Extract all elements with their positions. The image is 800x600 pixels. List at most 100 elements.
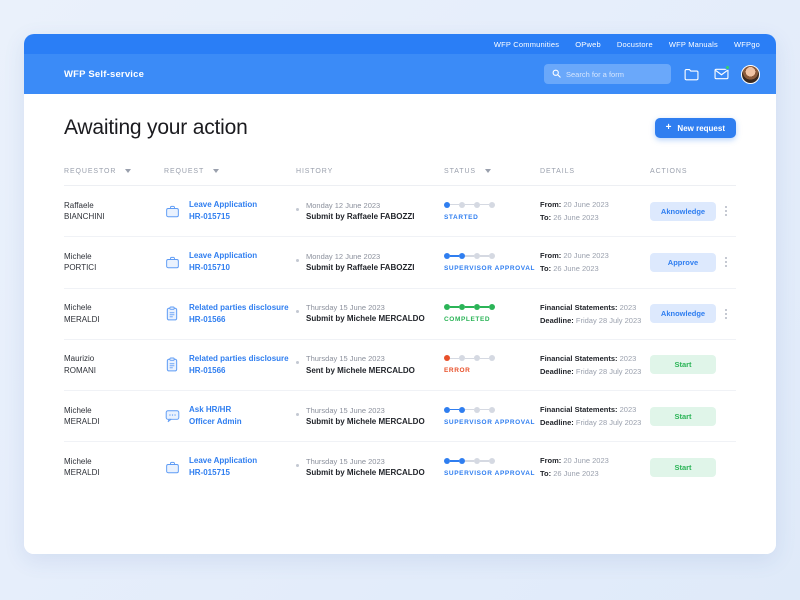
- table-row[interactable]: Raffaele BIANCHINI Leave Application HR-015…: [64, 185, 736, 238]
- utility-nav-link[interactable]: OPweb: [575, 39, 601, 49]
- request-link-group: Related parties disclosure HR-01566: [189, 353, 289, 377]
- row-action-button[interactable]: Start: [650, 406, 716, 426]
- row-menu-icon[interactable]: [721, 206, 731, 217]
- cell-request: Ask HR/HR Officer Admin: [164, 390, 296, 443]
- row-action-button[interactable]: Aknowledge: [650, 304, 716, 324]
- history-text: Thursday 15 June 2023 Submit by Michele M…: [306, 405, 425, 428]
- requestor-name: Michele MERALDI: [64, 302, 164, 325]
- column-label: ACTIONS: [650, 168, 688, 175]
- column-header-status[interactable]: STATUS: [444, 160, 540, 186]
- status-step-dot: [474, 252, 480, 259]
- request-title-link[interactable]: Leave Application: [189, 200, 258, 210]
- detail-value: 26 June 2023: [553, 469, 599, 479]
- cell-requestor: Michele MERALDI: [64, 288, 164, 340]
- cell-history: Thursday 15 June 2023 Submit by Michele M…: [296, 390, 444, 443]
- requestor-first-name: Maurizio: [64, 354, 95, 364]
- chevron-down-icon[interactable]: [484, 169, 491, 174]
- status-badge: STARTED: [444, 213, 479, 221]
- table-row[interactable]: Michele MERALDI Ask HR/HR Officer Admin Thur…: [64, 390, 736, 443]
- status-step-connector: [450, 255, 459, 257]
- row-action-button[interactable]: Aknowledge: [650, 201, 716, 221]
- status-step-dot: [489, 252, 495, 259]
- history-actor: Submit by Michele MERCALDO: [306, 468, 425, 477]
- chevron-down-icon[interactable]: [212, 169, 219, 174]
- status-step-connector: [450, 460, 459, 462]
- status-step-connector: [465, 357, 474, 360]
- requestor-last-name: MERALDI: [64, 468, 100, 478]
- detail-value: 26 June 2023: [553, 264, 599, 274]
- requestor-first-name: Michele: [64, 405, 92, 415]
- status-step-connector: [480, 357, 489, 360]
- cell-details: Financial Statements: 2023 Deadline: Frid…: [540, 288, 650, 340]
- request-title-link[interactable]: Leave Application: [189, 456, 258, 466]
- history-actor: Sent by Michele MERCALDO: [306, 365, 415, 375]
- detail-value: 2023: [619, 405, 637, 414]
- chevron-down-icon[interactable]: [125, 169, 132, 174]
- detail-label: To:: [540, 213, 552, 223]
- utility-nav-link[interactable]: Docustore: [616, 39, 653, 49]
- table-header-row: REQUESTOR REQUEST HISTORY STATUS: [64, 160, 736, 186]
- request-id-link[interactable]: Officer Admin: [189, 417, 242, 427]
- row-menu-icon[interactable]: [721, 308, 731, 319]
- row-action-button[interactable]: Start: [650, 355, 716, 375]
- request-id-link[interactable]: HR-01566: [189, 365, 226, 375]
- cell-history: Thursday 15 June 2023 Submit by Michele M…: [296, 288, 444, 340]
- column-header-request[interactable]: REQUEST: [164, 160, 296, 186]
- request-id-link[interactable]: HR-01566: [189, 314, 226, 324]
- requestor-name: Raffaele BIANCHINI: [64, 200, 164, 223]
- requestor-name: Michele MERALDI: [64, 405, 164, 428]
- status-step-dot: [474, 201, 480, 208]
- search-placeholder: Search for a form: [566, 69, 624, 79]
- table-row[interactable]: Michele MERALDI Related parties disclosure…: [64, 288, 736, 340]
- row-action-button[interactable]: Start: [650, 457, 716, 477]
- cell-actions: Start: [650, 442, 736, 493]
- request-id-link[interactable]: HR-015715: [189, 212, 230, 222]
- history-bullet-icon: [296, 207, 299, 211]
- cell-actions: Aknowledge: [650, 288, 736, 340]
- request-title-link[interactable]: Ask HR/HR: [189, 405, 232, 415]
- status-step-dot: [459, 406, 465, 413]
- history-text: Monday 12 June 2023 Submit by Raffaele FA…: [306, 200, 414, 223]
- request-id-link[interactable]: HR-015715: [189, 468, 230, 478]
- detail-value: 2023: [619, 302, 637, 312]
- new-request-button[interactable]: + New request: [654, 118, 736, 138]
- status-steps: [444, 406, 540, 413]
- status-step-dot: [489, 355, 495, 362]
- history-bullet-icon: [296, 412, 299, 416]
- table-row[interactable]: Michele MERALDI Leave Application HR-015715…: [64, 442, 736, 493]
- status-step-dot: [444, 201, 450, 208]
- search-input[interactable]: Search for a form: [544, 64, 671, 84]
- history-date: Thursday 15 June 2023: [306, 303, 385, 312]
- column-header-requestor[interactable]: REQUESTOR: [64, 160, 164, 186]
- status-step-dot: [459, 457, 465, 464]
- detail-line-1: From: 20 June 2023: [540, 198, 650, 211]
- utility-nav-link[interactable]: WFP Manuals: [668, 39, 718, 49]
- history-date: Monday 12 June 2023: [306, 251, 381, 261]
- avatar[interactable]: [741, 64, 760, 84]
- status-step-dot: [474, 457, 480, 464]
- detail-line-1: From: 20 June 2023: [540, 249, 650, 262]
- request-title-link[interactable]: Related parties disclosure: [189, 302, 289, 312]
- column-header-actions: ACTIONS: [650, 160, 736, 186]
- page-header: Awaiting your action + New request: [64, 116, 736, 160]
- column-label: REQUESTOR: [64, 168, 117, 175]
- request-title-link[interactable]: Leave Application: [189, 251, 258, 261]
- status-badge: SUPERVISOR APPROVAL: [444, 264, 536, 272]
- status-step-dot: [459, 304, 465, 311]
- clipboard-icon: [164, 305, 180, 322]
- cell-actions: Approve: [650, 236, 736, 289]
- table-row[interactable]: Maurizio ROMANI Related parties disclosure…: [64, 339, 736, 392]
- request-id-link[interactable]: HR-015710: [189, 263, 230, 273]
- table-row[interactable]: Michele PORTICI Leave Application HR-015710…: [64, 236, 736, 289]
- folder-icon[interactable]: [681, 64, 701, 84]
- utility-nav-link[interactable]: WFPgo: [733, 39, 760, 49]
- briefcase-icon: [164, 254, 180, 271]
- detail-label: From:: [540, 251, 562, 261]
- mail-icon[interactable]: [711, 64, 731, 84]
- row-menu-icon[interactable]: [721, 257, 731, 268]
- utility-nav-link[interactable]: WFP Communities: [493, 39, 560, 49]
- detail-value: 20 June 2023: [563, 456, 609, 466]
- request-title-link[interactable]: Related parties disclosure: [189, 353, 289, 363]
- detail-label: From:: [540, 456, 562, 466]
- row-action-button[interactable]: Approve: [650, 252, 716, 272]
